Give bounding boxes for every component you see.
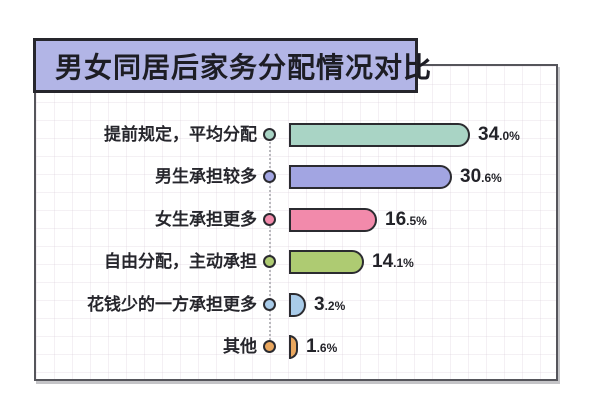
- bar-area: 30.6%: [289, 162, 502, 192]
- bar: [289, 165, 452, 190]
- value-fraction: .0%: [499, 129, 520, 143]
- category-label: 其他: [223, 337, 257, 356]
- bar-area: 1.6%: [289, 332, 337, 362]
- category-label: 女生承担更多: [155, 209, 257, 229]
- value-label: 30.6%: [460, 166, 502, 188]
- bar-area: 3.2%: [289, 290, 345, 320]
- category-marker-dot: [263, 128, 276, 141]
- value-fraction: .6%: [316, 341, 338, 355]
- value-integer: 1: [306, 336, 317, 357]
- value-integer: 14: [372, 251, 394, 273]
- bar-area: 14.1%: [289, 247, 414, 277]
- bar: [289, 250, 364, 275]
- value-label: 34.0%: [478, 124, 520, 146]
- category-marker-dot: [263, 340, 276, 353]
- category-label: 男生承担较多: [155, 167, 257, 187]
- category-label: 花钱少的一方承担更多: [87, 294, 257, 314]
- category-label: 提前规定，平均分配: [104, 125, 257, 144]
- value-fraction: .5%: [406, 213, 427, 228]
- chart-title-box: 男女同居后家务分配情况对比: [33, 38, 431, 93]
- chart-row: 自由分配，主动承担 14.1%: [36, 247, 556, 277]
- bar: [289, 207, 377, 232]
- category-marker-dot: [263, 297, 276, 311]
- chart-row: 花钱少的一方承担更多 3.2%: [36, 290, 556, 320]
- category-axis-dotted-line: [269, 135, 271, 347]
- category-marker-dot: [263, 212, 276, 226]
- chart-row: 提前规定，平均分配 34.0%: [36, 120, 556, 150]
- value-fraction: .2%: [324, 298, 346, 313]
- category-label: 自由分配，主动承担: [104, 252, 257, 272]
- value-fraction: .6%: [481, 171, 502, 186]
- bar: [289, 292, 306, 317]
- value-integer: 34: [478, 124, 500, 145]
- chart-row: 男生承担较多 30.6%: [36, 162, 556, 192]
- category-marker-dot: [263, 255, 276, 269]
- value-fraction: .1%: [393, 256, 414, 271]
- value-integer: 3: [314, 293, 325, 315]
- value-label: 1.6%: [306, 336, 337, 358]
- bar: [289, 335, 298, 359]
- chart-row: 其他 1.6%: [36, 332, 556, 362]
- value-label: 14.1%: [372, 251, 414, 273]
- chart-title: 男女同居后家务分配情况对比: [55, 51, 433, 83]
- bar-area: 34.0%: [289, 120, 520, 150]
- bar: [289, 123, 470, 147]
- bar-area: 16.5%: [289, 205, 427, 235]
- value-label: 16.5%: [385, 209, 427, 231]
- value-label: 3.2%: [314, 294, 345, 316]
- category-marker-dot: [263, 170, 276, 184]
- value-integer: 16: [385, 208, 407, 230]
- chart-card: 提前规定，平均分配 34.0% 男生承担较多 30.6% 女生承担更多 16.5…: [34, 64, 558, 381]
- value-integer: 30: [460, 166, 482, 188]
- chart-row: 女生承担更多 16.5%: [36, 205, 556, 235]
